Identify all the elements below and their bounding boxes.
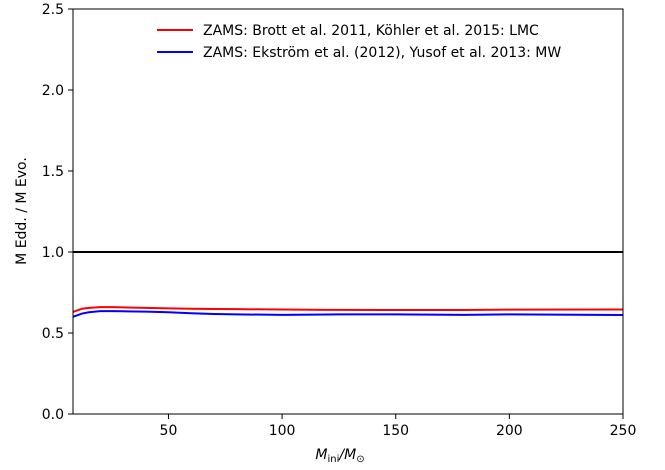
legend-label: ZAMS: Ekström et al. (2012), Yusof et al… bbox=[203, 45, 561, 61]
series-line bbox=[72, 310, 624, 318]
x-label-part: ini bbox=[328, 454, 340, 465]
legend-label: ZAMS: Brott et al. 2011, Köhler et al. 2… bbox=[203, 23, 539, 39]
y-axis-label: M Edd. / M Evo. bbox=[14, 157, 30, 265]
x-tick-label: 100 bbox=[269, 423, 296, 439]
x-tick-label: 200 bbox=[496, 423, 523, 439]
x-label-part: /M bbox=[337, 447, 356, 463]
y-tick-label: 1.5 bbox=[42, 164, 64, 180]
x-tick-label: 150 bbox=[382, 423, 409, 439]
y-tick-label: 0.5 bbox=[42, 326, 64, 342]
x-axis-label: Mini/M⊙ bbox=[315, 447, 364, 465]
plot-frame bbox=[72, 8, 624, 415]
y-tick-label: 1.0 bbox=[42, 245, 64, 261]
y-tick-label: 2.5 bbox=[42, 2, 64, 18]
series-line bbox=[72, 306, 624, 313]
y-tick-label: 2.0 bbox=[42, 83, 64, 99]
x-label-part: M bbox=[315, 447, 327, 463]
x-tick-label: 50 bbox=[160, 423, 178, 439]
x-tick-label: 250 bbox=[610, 423, 637, 439]
y-tick-label: 0.0 bbox=[42, 407, 64, 423]
x-label-part: ⊙ bbox=[356, 454, 364, 465]
